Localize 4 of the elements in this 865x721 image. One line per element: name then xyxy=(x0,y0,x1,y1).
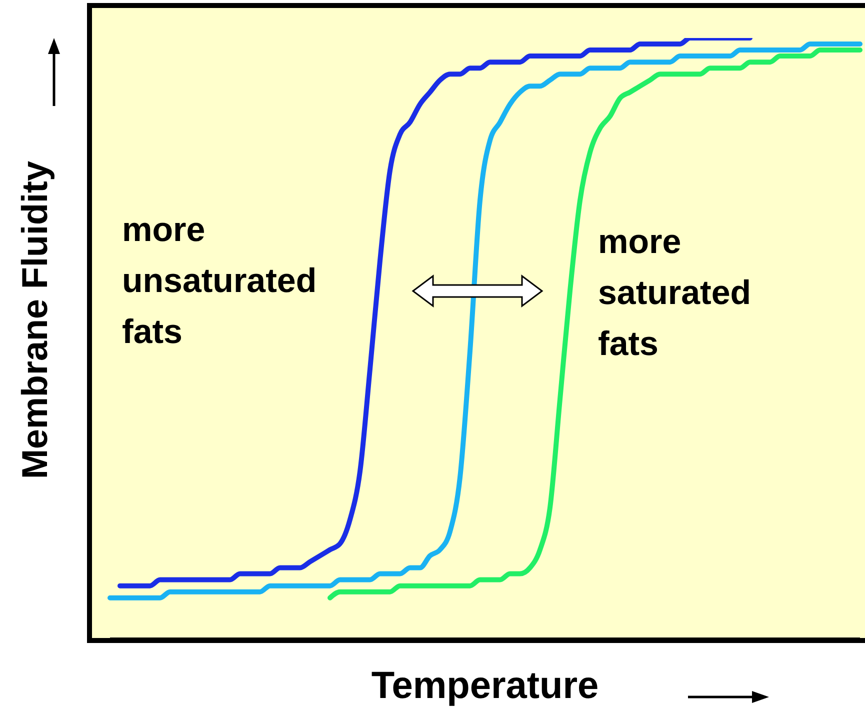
x-axis-title: Temperature xyxy=(370,665,600,708)
annotation: more saturated fats xyxy=(598,222,752,365)
annotation: more unsaturated fats xyxy=(122,210,317,353)
y-axis-title: Membrane Fluidity xyxy=(14,160,56,480)
